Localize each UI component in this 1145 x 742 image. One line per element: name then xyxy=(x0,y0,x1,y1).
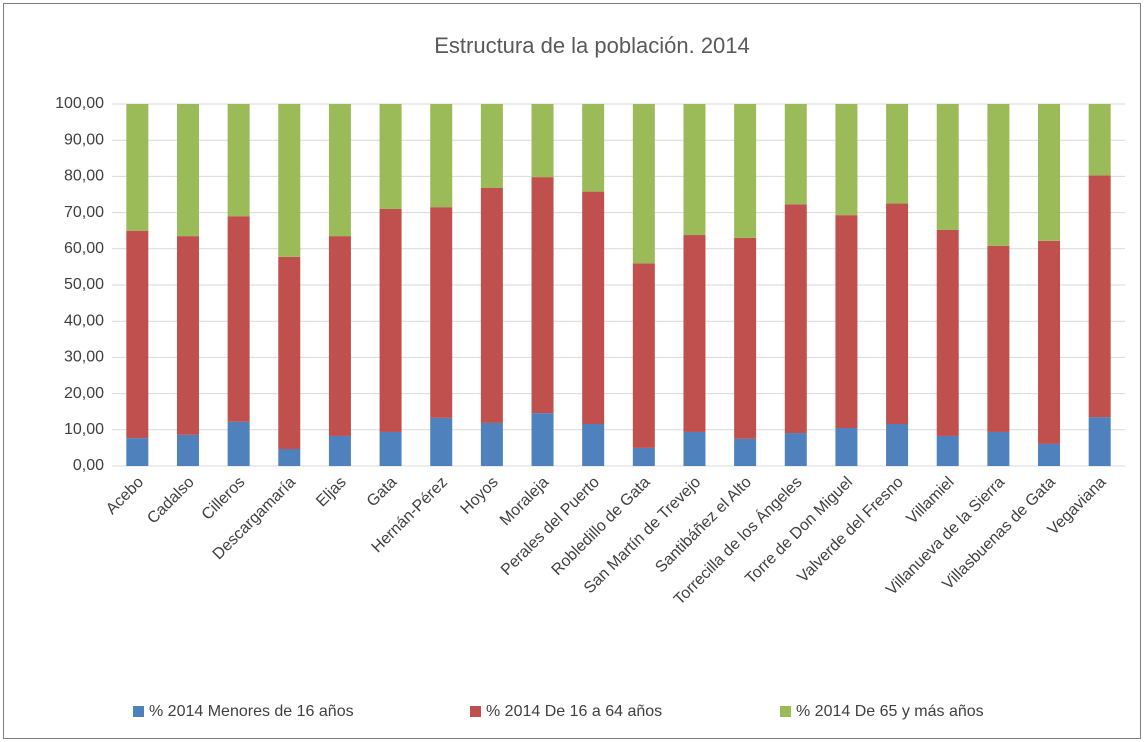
bar-segment xyxy=(784,104,807,205)
bar-segment xyxy=(987,431,1010,466)
bar-segment xyxy=(480,187,503,423)
bar-segment xyxy=(987,245,1010,432)
bar-segment xyxy=(480,104,503,188)
legend-swatch xyxy=(780,706,791,717)
bar-segment xyxy=(278,448,301,466)
bar-segment xyxy=(632,104,655,264)
bar-segment xyxy=(683,104,706,236)
bar-segment xyxy=(379,431,402,466)
bar-segment xyxy=(176,236,199,435)
bar-segment xyxy=(582,191,605,425)
bar-segment xyxy=(582,104,605,192)
y-tick-label: 90,00 xyxy=(64,131,104,148)
bar-segment xyxy=(835,427,858,466)
bar-segment xyxy=(632,263,655,448)
chart-border xyxy=(3,3,1141,739)
bar-segment xyxy=(582,424,605,466)
legend-swatch xyxy=(133,706,144,717)
bar-segment xyxy=(531,104,554,178)
bar-segment xyxy=(278,104,301,257)
chart-title: Estructura de la población. 2014 xyxy=(434,33,750,58)
bar-segment xyxy=(430,417,453,466)
bar-segment xyxy=(379,104,402,209)
y-tick-label: 80,00 xyxy=(64,168,104,185)
bar-segment xyxy=(632,447,655,466)
y-tick-label: 60,00 xyxy=(64,240,104,257)
legend-label: % 2014 Menores de 16 años xyxy=(149,703,354,720)
bar-segment xyxy=(379,208,402,432)
bar-segment xyxy=(1038,443,1061,466)
bar-segment xyxy=(227,104,250,217)
bar-segment xyxy=(683,235,706,432)
bar-segment xyxy=(1038,104,1061,241)
y-tick-label: 0,00 xyxy=(73,457,104,474)
bar-segment xyxy=(531,177,554,414)
bar-segment xyxy=(886,203,909,425)
bar-segment xyxy=(936,229,959,436)
bar-segment xyxy=(987,104,1010,246)
bar-segment xyxy=(886,424,909,466)
bar-segment xyxy=(227,421,250,466)
legend-swatch xyxy=(470,706,481,717)
bar-segment xyxy=(531,413,554,466)
bar-segment xyxy=(835,215,858,428)
legend-label: % 2014 De 65 y más años xyxy=(796,703,984,720)
y-tick-label: 30,00 xyxy=(64,349,104,366)
bar-segment xyxy=(126,230,149,439)
bar-segment xyxy=(936,104,959,230)
bar-segment xyxy=(126,438,149,466)
bar-segment xyxy=(1088,175,1111,418)
bar-segment xyxy=(734,104,757,238)
bar-segment xyxy=(176,434,199,466)
bar-segment xyxy=(328,435,351,466)
bar-segment xyxy=(176,104,199,237)
bar-segment xyxy=(227,216,250,422)
y-tick-label: 10,00 xyxy=(64,421,104,438)
y-tick-label: 70,00 xyxy=(64,204,104,221)
bar-segment xyxy=(430,207,453,418)
bar-segment xyxy=(936,435,959,466)
bar-segment xyxy=(1088,417,1111,466)
bar-segment xyxy=(784,433,807,466)
bar-segment xyxy=(328,236,351,436)
bar-segment xyxy=(734,438,757,466)
bar-segment xyxy=(886,104,909,204)
bar-segment xyxy=(278,256,301,449)
bar-segment xyxy=(835,104,858,216)
bar-segment xyxy=(480,422,503,466)
y-tick-label: 50,00 xyxy=(64,276,104,293)
bar-segment xyxy=(126,104,149,231)
y-tick-label: 40,00 xyxy=(64,312,104,329)
bar-segment xyxy=(430,104,453,208)
bar-segment xyxy=(784,204,807,434)
legend-label: % 2014 De 16 a 64 años xyxy=(486,703,662,720)
bar-segment xyxy=(734,237,757,439)
y-tick-label: 20,00 xyxy=(64,385,104,402)
bar-segment xyxy=(1038,240,1061,444)
bar-segment xyxy=(683,431,706,466)
bar-segment xyxy=(1088,104,1111,176)
y-tick-label: 100,00 xyxy=(55,95,104,112)
bar-segment xyxy=(328,104,351,237)
